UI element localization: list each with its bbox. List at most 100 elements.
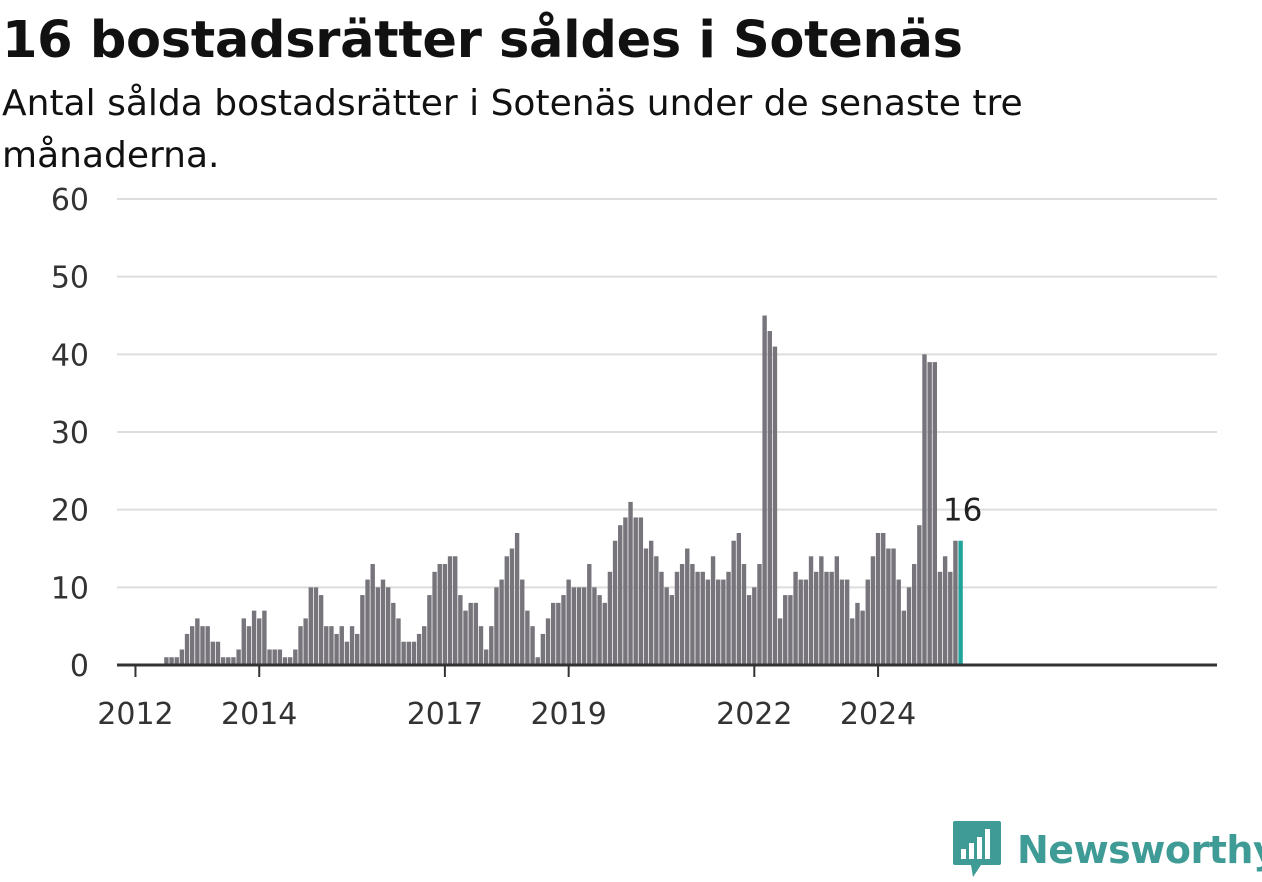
- chart-subtitle: Antal sålda bostadsrätter i Sotenäs unde…: [2, 83, 1023, 176]
- bar: [184, 633, 190, 665]
- bar: [241, 618, 246, 665]
- bar: [881, 532, 886, 665]
- bar: [530, 626, 535, 665]
- bar: [499, 579, 504, 665]
- bar: [520, 579, 525, 665]
- bar: [339, 626, 344, 665]
- bar: [731, 540, 736, 665]
- bar: [525, 610, 530, 665]
- bar: [385, 587, 391, 665]
- bar: [870, 556, 876, 665]
- bar: [318, 595, 324, 665]
- bar: [360, 595, 365, 665]
- bar: [540, 633, 546, 665]
- bar: [406, 641, 411, 665]
- bar: [251, 610, 257, 665]
- bar: [911, 564, 917, 665]
- bar: [679, 564, 685, 665]
- bar: [597, 595, 602, 665]
- bar: [726, 571, 731, 665]
- bar: [664, 587, 669, 665]
- bar: [581, 587, 587, 665]
- bar: [375, 587, 381, 665]
- newsworthy-logo-icon: [953, 821, 1001, 877]
- y-tick-label: 60: [51, 183, 89, 218]
- x-tick-label: 2014: [221, 697, 297, 732]
- bar: [220, 657, 226, 665]
- bar: [762, 315, 767, 665]
- bar: [473, 602, 479, 665]
- bar: [205, 626, 210, 665]
- bar: [262, 610, 267, 665]
- bar: [164, 657, 169, 665]
- bar: [721, 579, 726, 665]
- bar: [746, 595, 752, 665]
- bar: [705, 579, 711, 665]
- bar: [504, 556, 509, 665]
- x-tick-label: 2017: [407, 697, 483, 732]
- bar: [447, 556, 453, 665]
- bar: [231, 657, 236, 665]
- bar: [690, 564, 695, 665]
- bar: [695, 571, 700, 665]
- bar: [628, 501, 633, 665]
- x-tick-label: 2012: [97, 697, 173, 732]
- bar: [922, 354, 927, 665]
- bar: [844, 579, 850, 665]
- bar: [489, 626, 494, 665]
- bar: [891, 548, 896, 665]
- bar: [293, 649, 298, 665]
- bar: [550, 602, 556, 665]
- bar: [623, 517, 628, 665]
- bar: [643, 548, 649, 665]
- brand-logo: Newsworthy: [951, 818, 1262, 882]
- bar: [416, 633, 422, 665]
- y-tick-label: 40: [51, 338, 89, 373]
- bar: [808, 556, 814, 665]
- bar: [442, 564, 448, 665]
- bar: [236, 649, 241, 665]
- bar: [195, 618, 200, 665]
- bar: [834, 556, 840, 665]
- bar: [329, 626, 334, 665]
- y-tick-label: 0: [70, 649, 89, 684]
- bar: [783, 595, 788, 665]
- bar: [334, 633, 339, 665]
- bar: [257, 618, 262, 665]
- y-tick-label: 20: [51, 494, 89, 529]
- y-tick-label: 30: [51, 416, 89, 451]
- bar: [437, 564, 442, 665]
- bar: [850, 618, 855, 665]
- bar: [215, 641, 221, 665]
- x-axis: [117, 663, 1217, 677]
- bar: [380, 579, 386, 665]
- bar: [303, 618, 308, 665]
- bar: [669, 595, 674, 665]
- bar: [432, 571, 437, 665]
- bar: [344, 641, 350, 665]
- bar: [427, 595, 432, 665]
- bar: [798, 579, 803, 665]
- bar: [777, 618, 783, 665]
- bar: [638, 517, 644, 665]
- bar: [411, 641, 417, 665]
- bar: [607, 571, 613, 665]
- bar: [906, 587, 912, 665]
- bar: [685, 548, 690, 665]
- gridlines: [117, 198, 1217, 589]
- bar: [860, 610, 865, 665]
- bar: [948, 571, 953, 665]
- bar: [576, 587, 582, 665]
- bar: [277, 649, 283, 665]
- bar: [190, 626, 195, 665]
- bar: [648, 540, 654, 665]
- bar: [210, 641, 216, 665]
- bar: [602, 602, 607, 665]
- bar: [917, 525, 922, 665]
- bar: [267, 649, 272, 665]
- bar: [886, 548, 891, 665]
- bar: [793, 571, 798, 665]
- bar: [865, 579, 870, 665]
- bar: [458, 595, 463, 665]
